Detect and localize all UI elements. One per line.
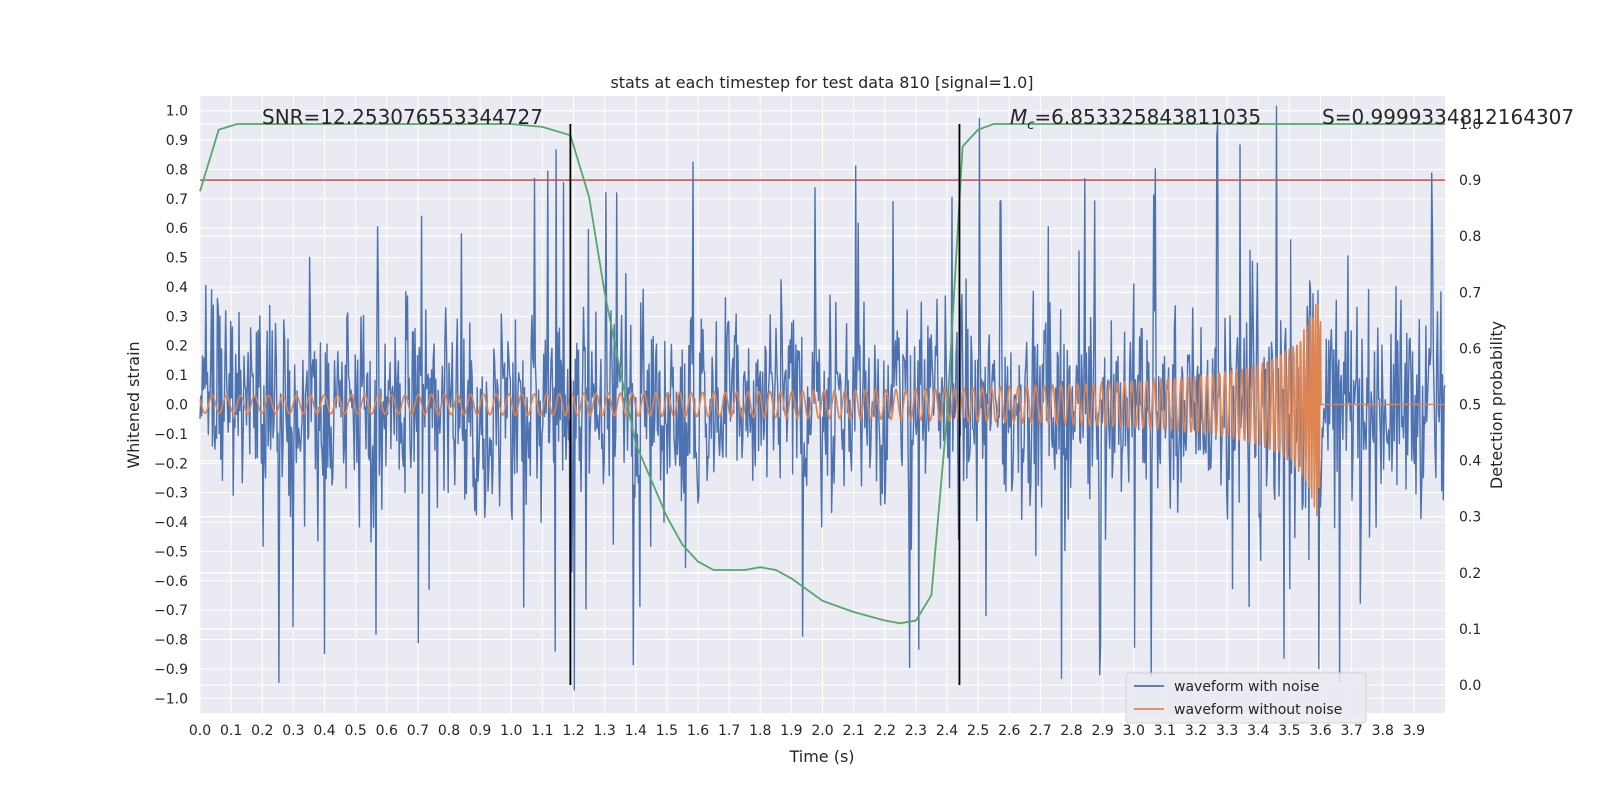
snr-annotation: SNR=12.253076553344727: [262, 105, 543, 129]
chirp-mass-symbol: M: [1010, 105, 1027, 129]
y-axis-label-left: Whitened strain: [124, 341, 143, 468]
x-tick-label: 2.3: [905, 723, 927, 739]
x-tick-label: 1.0: [500, 723, 522, 739]
y-tick-label-right: 0.4: [1459, 454, 1481, 470]
probability-series-line: [199, 123, 1445, 625]
x-tick-label: 3.6: [1309, 723, 1331, 739]
x-tick-label: 1.9: [780, 723, 802, 739]
y-tick-label-left: −0.9: [154, 662, 188, 678]
probability-series-group: [199, 123, 1445, 625]
y-tick-label-left: 0.1: [166, 368, 188, 384]
x-tick-label: 3.1: [1154, 723, 1176, 739]
y-tick-label-left: −0.7: [154, 603, 188, 619]
y-tick-labels-right: 1.0 0.9 0.8 0.7 0.6 0.5 0.4 0.3 0.2 0.1 0.0: [1459, 117, 1481, 694]
noise-series-group: [199, 105, 1446, 691]
x-tick-label: 1.5: [656, 723, 678, 739]
y-tick-label-left: −1.0: [154, 691, 188, 707]
x-tick-label: 0.1: [220, 723, 242, 739]
y-tick-label-right: 0.0: [1459, 678, 1481, 694]
chirp-mass-annotation: Mc=6.853325843811035: [1010, 105, 1261, 133]
x-tick-label: 1.1: [531, 723, 553, 739]
y-tick-label-right: 0.5: [1459, 398, 1481, 414]
y-tick-label-left: 0.0: [166, 398, 188, 414]
x-tick-label: 3.8: [1372, 723, 1394, 739]
legend: waveform with noise waveform without noi…: [1125, 672, 1367, 724]
y-tick-label-right: 0.8: [1459, 229, 1481, 245]
y-tick-label-left: 1.0: [166, 104, 188, 120]
y-tick-label-left: −0.5: [154, 544, 188, 560]
x-tick-label: 1.7: [718, 723, 740, 739]
y-axis-label-right: Detection probability: [1487, 321, 1506, 489]
y-tick-labels-left: 1.0 0.9 0.8 0.7 0.6 0.5 0.4 0.3 0.2 0.1 0.0 −0.1 −0.…: [154, 104, 188, 708]
y-tick-label-left: 0.7: [166, 192, 188, 208]
x-tick-label: 1.3: [593, 723, 615, 739]
x-tick-label: 2.1: [842, 723, 864, 739]
x-tick-label: 0.4: [313, 723, 335, 739]
x-tick-label: 2.2: [874, 723, 896, 739]
s-annotation: S=0.9999334812164307: [1322, 105, 1574, 129]
x-tick-label: 0.7: [407, 723, 429, 739]
y-tick-label-left: −0.4: [154, 515, 188, 531]
y-tick-label-left: −0.2: [154, 456, 188, 472]
x-tick-label: 0.3: [282, 723, 304, 739]
x-tick-label: 2.6: [998, 723, 1020, 739]
y-tick-label-left: 0.6: [166, 221, 188, 237]
chirp-mass-subscript: c: [1027, 118, 1034, 133]
y-tick-label-left: −0.3: [154, 486, 188, 502]
y-tick-label-left: −0.1: [154, 427, 188, 443]
y-tick-label-right: 0.2: [1459, 566, 1481, 582]
chirp-mass-value: =6.853325843811035: [1034, 105, 1261, 129]
x-tick-label: 3.3: [1216, 723, 1238, 739]
legend-label-noise: waveform with noise: [1174, 679, 1319, 695]
x-tick-labels: 0.0 0.1 0.2 0.3 0.4 0.5 0.6 0.7 0.8 0.9 1.0 1.1 1.2 1…: [189, 723, 1425, 739]
x-tick-label: 0.2: [251, 723, 273, 739]
y-tick-label-right: 0.3: [1459, 510, 1481, 526]
x-tick-label: 0.8: [438, 723, 460, 739]
x-tick-label: 2.0: [811, 723, 833, 739]
x-tick-label: 3.9: [1403, 723, 1425, 739]
x-tick-label: 2.8: [1060, 723, 1082, 739]
x-tick-label: 0.0: [189, 723, 211, 739]
legend-label-clean: waveform without noise: [1174, 702, 1342, 718]
y-tick-label-right: 0.7: [1459, 285, 1481, 301]
y-tick-label-right: 0.1: [1459, 622, 1481, 638]
y-tick-label-right: 1.0: [1459, 117, 1481, 133]
y-tick-label-left: 0.3: [166, 309, 188, 325]
x-tick-label: 3.0: [1123, 723, 1145, 739]
y-tick-label-left: 0.2: [166, 339, 188, 355]
y-tick-label-left: 0.9: [166, 133, 188, 149]
x-tick-label: 3.7: [1340, 723, 1362, 739]
legend-box: [1125, 672, 1367, 724]
vertical-lines: [569, 124, 961, 685]
x-tick-label: 1.4: [625, 723, 647, 739]
x-tick-label: 1.6: [687, 723, 709, 739]
x-tick-label: 0.5: [344, 723, 366, 739]
x-tick-label: 2.7: [1029, 723, 1051, 739]
y-tick-label-left: 0.5: [166, 251, 188, 267]
y-tick-label-left: −0.6: [154, 574, 188, 590]
x-axis-label: Time (s): [788, 747, 854, 766]
x-tick-label: 0.9: [469, 723, 491, 739]
x-tick-label: 1.8: [749, 723, 771, 739]
x-tick-label: 3.5: [1278, 723, 1300, 739]
x-tick-label: 0.6: [376, 723, 398, 739]
x-tick-label: 2.9: [1091, 723, 1113, 739]
y-tick-label-left: −0.8: [154, 633, 188, 649]
x-tick-label: 3.2: [1185, 723, 1207, 739]
y-tick-label-right: 0.9: [1459, 173, 1481, 189]
clean-series-line: [199, 303, 1445, 517]
x-tick-label: 2.4: [936, 723, 958, 739]
noise-series-line: [199, 105, 1446, 691]
x-tick-label: 3.4: [1247, 723, 1269, 739]
chart-title: stats at each timestep for test data 810…: [610, 73, 1033, 92]
x-tick-label: 1.2: [562, 723, 584, 739]
x-tick-label: 2.5: [967, 723, 989, 739]
y-tick-label-right: 0.6: [1459, 341, 1481, 357]
y-tick-label-left: 0.8: [166, 162, 188, 178]
clean-series-group: [199, 303, 1445, 517]
y-tick-label-left: 0.4: [166, 280, 188, 296]
